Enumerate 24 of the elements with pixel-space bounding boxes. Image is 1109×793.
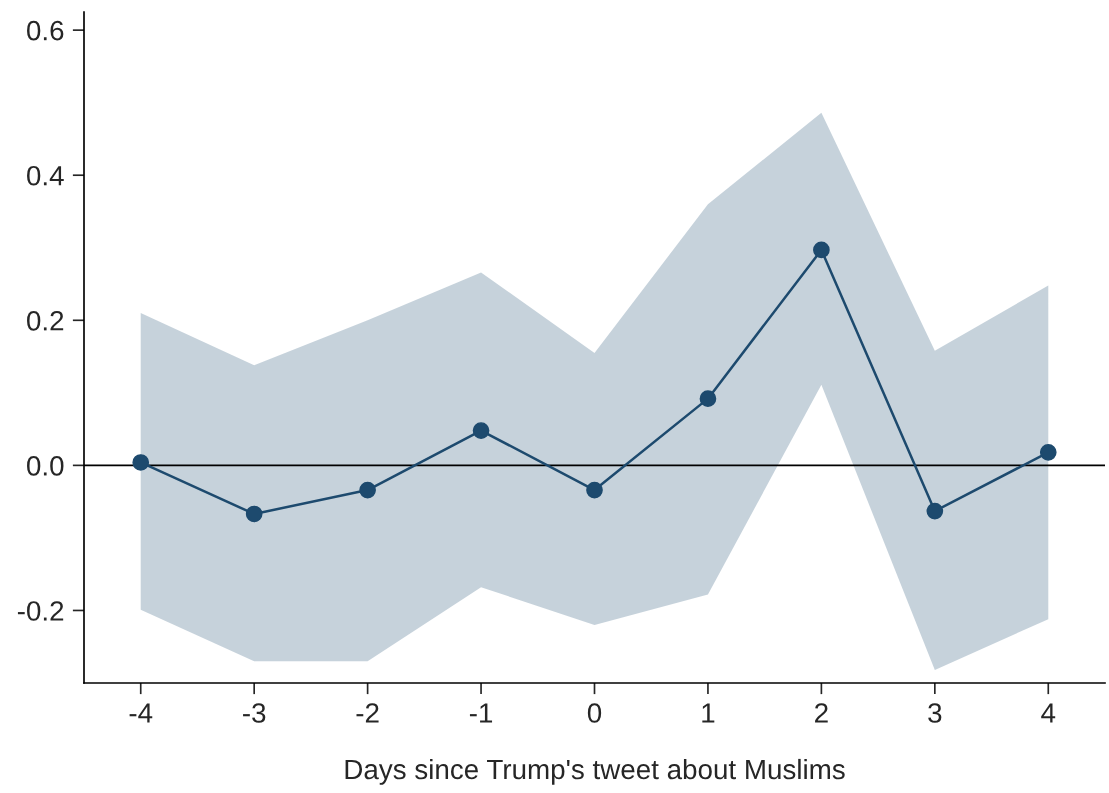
point [813, 241, 830, 259]
point [132, 454, 150, 471]
x-tick-label: 1 [702, 703, 715, 723]
x-tick-label: -3 [243, 703, 266, 723]
x-tick-label: 2 [815, 703, 828, 723]
point [699, 390, 717, 407]
x-tick-label: 3 [928, 703, 942, 723]
x-axis-title: Days since Trump's tweet about Muslims [345, 758, 845, 785]
point [926, 502, 944, 520]
y-tick-label: -0.2 [17, 601, 64, 621]
point [245, 505, 263, 523]
x-tick-label: 4 [1041, 703, 1056, 723]
y-tick-label: 0.2 [27, 310, 64, 331]
point [586, 481, 603, 499]
x-tick-label: 0 [587, 703, 602, 723]
x-tick-label: -4 [129, 703, 153, 723]
y-tick-label: 0.6 [27, 20, 64, 41]
y-tick-label: 0.0 [27, 456, 64, 476]
point [472, 422, 490, 439]
point [359, 481, 376, 499]
x-tick-label: -2 [356, 703, 379, 723]
y-tick-label: 0.4 [27, 165, 64, 186]
x-tick-label: -1 [469, 703, 493, 723]
point [1039, 443, 1057, 461]
